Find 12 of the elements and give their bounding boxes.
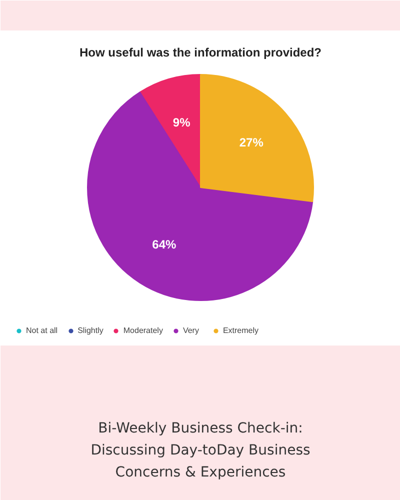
legend-label: Moderately — [123, 326, 163, 335]
legend-label: Very — [182, 326, 200, 335]
legend-label: Extremely — [222, 326, 259, 335]
legend-label: Slightly — [78, 326, 104, 335]
data-label: 64% — [152, 238, 177, 252]
text: Discussing Day-toDay Business — [90, 442, 310, 458]
chart-title: How useful was the information provided? — [79, 46, 322, 60]
text: Concerns & Experiences — [115, 464, 286, 480]
legend-label: Not at all — [26, 326, 58, 335]
text: Bi-Weekly Business Check-in: — [98, 420, 303, 436]
data-label: 27% — [239, 136, 264, 150]
data-label: 9% — [172, 115, 191, 130]
